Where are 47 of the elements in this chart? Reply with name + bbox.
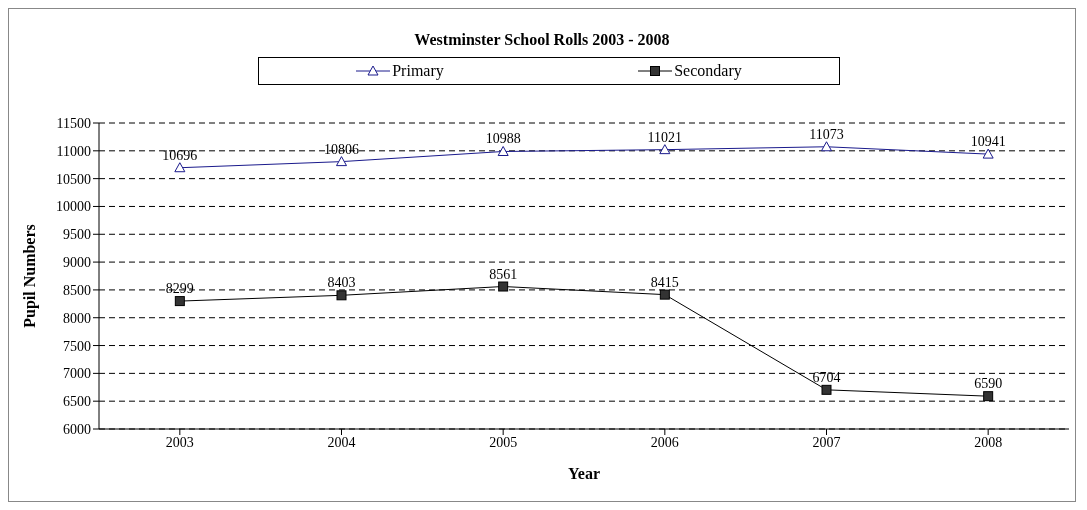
y-tick-label: 9000 xyxy=(63,255,91,271)
point xyxy=(821,384,832,395)
x-tick-label: 2003 xyxy=(165,434,194,450)
y-tick-label: 10000 xyxy=(56,199,91,215)
x-tick-label: 2006 xyxy=(650,434,679,450)
y-tick-label: 10500 xyxy=(56,171,91,187)
x-tick-label: 2005 xyxy=(489,434,518,450)
point xyxy=(659,289,670,300)
y-tick-label: 11000 xyxy=(56,143,91,159)
point xyxy=(336,290,347,301)
data-label: 10696 xyxy=(162,147,198,163)
point xyxy=(659,144,671,155)
point xyxy=(983,391,994,402)
y-tick-label: 6000 xyxy=(63,421,91,437)
x-tick-label: 2007 xyxy=(812,434,841,450)
point xyxy=(497,145,509,156)
y-tick-label: 7500 xyxy=(63,338,91,354)
y-tick-label: 8000 xyxy=(63,310,91,326)
data-label: 8403 xyxy=(327,275,356,291)
data-label: 6590 xyxy=(974,376,1003,392)
y-tick-label: 6500 xyxy=(63,394,91,410)
data-label: 8561 xyxy=(489,266,518,282)
x-axis-title: Year xyxy=(568,465,600,482)
y-axis-title: Pupil Numbers xyxy=(20,224,39,328)
point xyxy=(821,141,832,152)
y-tick-label: 8500 xyxy=(63,282,91,298)
data-label: 8415 xyxy=(650,274,679,290)
y-tick-label: 7000 xyxy=(63,366,91,382)
data-label: 8299 xyxy=(165,281,194,297)
legend-label: Primary xyxy=(391,62,444,80)
point xyxy=(498,281,509,292)
y-tick-label: 9500 xyxy=(63,227,91,243)
y-tick-label: 11500 xyxy=(56,115,91,131)
data-label: 10806 xyxy=(324,141,359,157)
data-label: 10988 xyxy=(485,131,521,147)
data-label: 11073 xyxy=(809,126,844,142)
legend-label: Secondary xyxy=(673,62,742,80)
data-label: 11021 xyxy=(647,129,683,145)
x-tick-label: 2004 xyxy=(327,434,356,450)
data-label: 6704 xyxy=(812,369,841,385)
x-tick-label: 2008 xyxy=(974,434,1003,450)
point xyxy=(174,296,185,307)
chart-title: Westminster School Rolls 2003 - 2008 xyxy=(413,31,671,49)
point xyxy=(336,156,347,167)
point xyxy=(982,148,994,159)
data-label: 10941 xyxy=(970,134,1006,150)
point xyxy=(174,162,186,173)
